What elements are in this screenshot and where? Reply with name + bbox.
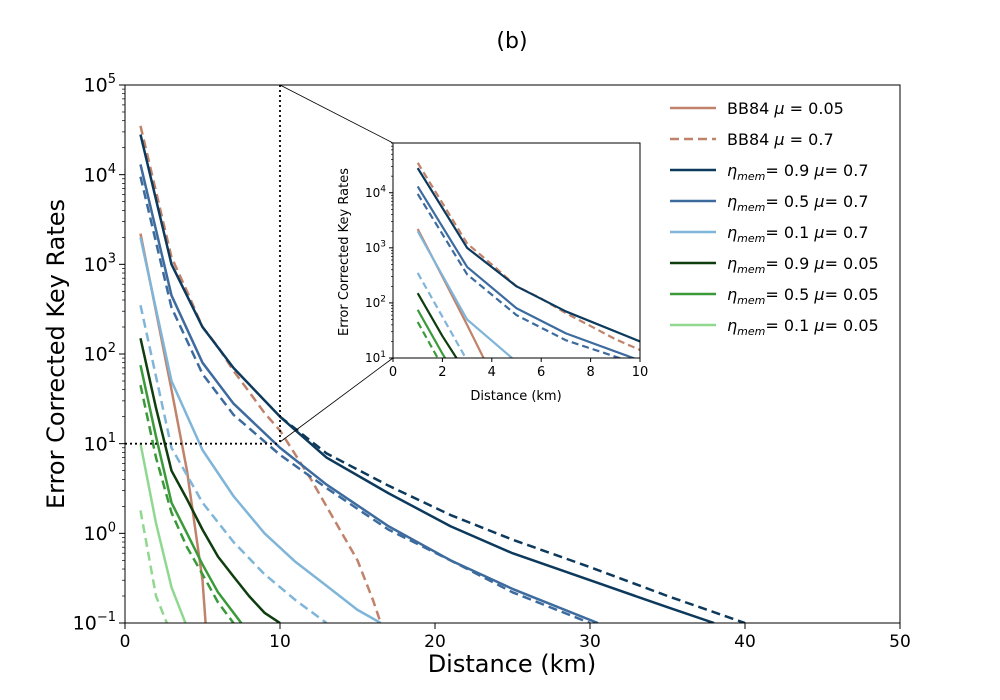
y-tick-label: 101	[84, 431, 116, 456]
legend-label-eta09-mu005: ηmem= 0.9 μ= 0.05	[727, 254, 879, 276]
inset-x-axis-label: Distance (km)	[470, 389, 561, 404]
legend-label-eta05-mu07: ηmem= 0.5 μ= 0.7	[727, 192, 869, 214]
x-tick-label: 10	[269, 632, 291, 652]
inset-y-tick-label: 102	[365, 295, 386, 310]
inset-x-tick-label: 6	[537, 365, 545, 380]
x-tick-label: 50	[889, 632, 911, 652]
inset-x-tick-label: 4	[488, 365, 496, 380]
inset-series-eta09-mu005	[416, 292, 458, 358]
inset-x-tick-label: 10	[632, 365, 649, 380]
inset-series-eta05-mu07	[416, 185, 637, 358]
series-eta09-mu07-dashed	[279, 415, 746, 623]
legend-label-eta09-mu07: ηmem= 0.9 μ= 0.7	[727, 161, 869, 183]
inset-series-eta09-mu07	[416, 167, 640, 343]
series-eta01-mu07	[139, 237, 382, 623]
inset-y-tick-label: 101	[365, 350, 386, 365]
y-tick-label: 103	[84, 251, 116, 276]
series-eta05-mu07-dashed	[139, 176, 591, 623]
inset-x-tick-label: 2	[438, 365, 446, 380]
series-eta01-mu07-dashed	[139, 304, 328, 623]
y-tick-label: 105	[84, 72, 116, 97]
inset-x-tick-label: 8	[586, 365, 594, 380]
zoom-connector-top	[279, 84, 394, 144]
x-tick-label: 40	[734, 632, 756, 652]
chart-title: (b)	[496, 29, 527, 54]
legend-label-eta01-mu005: ηmem= 0.1 μ= 0.05	[727, 316, 879, 338]
series-eta05-mu005-dashed	[139, 384, 235, 623]
legend: BB84 μ = 0.05 BB84 μ = 0.7 ηmem= 0.9 μ= 0.…	[670, 99, 879, 338]
y-tick-label: 102	[84, 341, 116, 366]
inset-series-eta01-mu07	[416, 230, 514, 358]
x-tick-label: 30	[579, 632, 601, 652]
inset-y-tick-label: 103	[365, 240, 386, 255]
inset-series-eta05-mu07-dashed	[416, 193, 623, 358]
inset-y-tick-label: 104	[365, 185, 386, 200]
x-axis-label: Distance (km)	[428, 650, 597, 678]
x-tick-label: 0	[120, 632, 131, 652]
legend-label-bb84-07: BB84 μ = 0.7	[727, 130, 834, 149]
legend-label-eta05-mu005: ηmem= 0.5 μ= 0.05	[727, 285, 879, 307]
series-eta05-mu07	[139, 164, 599, 623]
inset-y-axis-label: Error Corrected Key Rates	[337, 168, 352, 336]
y-tick-label: 100	[84, 520, 116, 545]
inset-plot: 0 2 4 6 8 10 101 102 103 104 Distance (km) Error…	[337, 142, 649, 404]
series-eta09-mu07	[139, 134, 715, 623]
series-eta09-mu005	[139, 337, 281, 623]
inset-series-bb84-07	[416, 162, 640, 352]
zoom-connector-bottom	[279, 357, 394, 443]
series-eta01-mu005	[139, 443, 187, 623]
series-eta05-mu005	[139, 364, 243, 623]
y-axis-label: Error Corrected Key Rates	[42, 199, 70, 509]
series-eta01-mu005-dashed	[139, 510, 169, 623]
x-tick-label: 20	[424, 632, 446, 652]
y-tick-label: 10−1	[73, 610, 116, 635]
series-bb84-07	[139, 125, 382, 623]
y-tick-label: 104	[84, 162, 116, 187]
inset-x-tick-label: 0	[389, 365, 397, 380]
legend-label-bb84-005: BB84 μ = 0.05	[727, 99, 844, 118]
legend-label-eta01-mu07: ηmem= 0.1 μ= 0.7	[727, 223, 869, 245]
inset-series-eta05-mu005	[416, 309, 447, 358]
